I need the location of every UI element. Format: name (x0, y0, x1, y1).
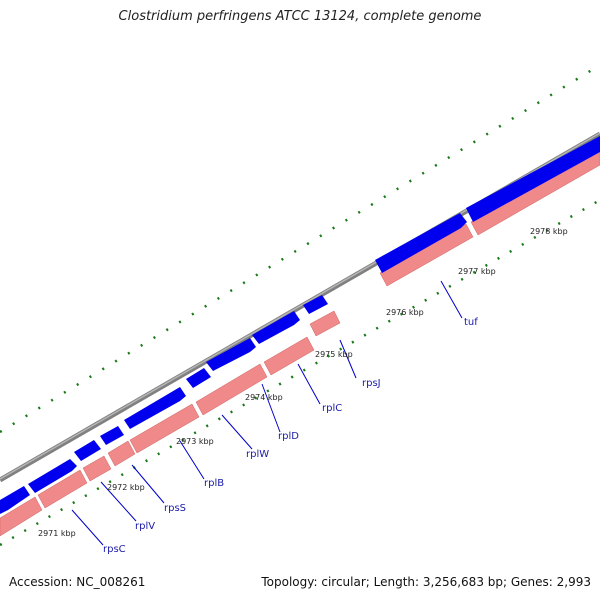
gene-leader-lines (71, 280, 463, 546)
gene-label-rplD: rplD (278, 431, 299, 442)
gene-arrow (100, 426, 124, 445)
leader-line (71, 509, 104, 546)
pink-segment (107, 440, 136, 467)
gene-arrow (74, 440, 101, 461)
gene-label-rplV: rplV (135, 521, 155, 532)
pink-segment (0, 496, 43, 537)
pink-track (0, 147, 600, 537)
pink-segment (195, 363, 268, 416)
leader-line (100, 481, 137, 522)
pink-segment (263, 336, 315, 376)
gene-label-tuf: tuf (464, 317, 478, 328)
gene-arrow (206, 338, 256, 371)
leader-line (297, 363, 321, 405)
gene-arrow (466, 136, 600, 222)
gene-label-rpsC: rpsC (103, 544, 126, 555)
gene-arrow (375, 213, 467, 273)
accession-text: Accession: NC_008261 (9, 575, 146, 589)
kbp-label: 2973 kbp (176, 437, 214, 446)
gene-arrow (186, 368, 211, 388)
kbp-label: 2975 kbp (315, 350, 353, 359)
gene-arrow (252, 311, 300, 344)
gene-label-rpsJ: rpsJ (362, 378, 381, 389)
kbp-labels: 2971 kbp 2972 kbp 2973 kbp 2974 kbp 2975… (38, 227, 568, 538)
gene-label-rplW: rplW (246, 449, 269, 460)
gene-label-rplB: rplB (204, 478, 224, 489)
leader-line (221, 414, 253, 450)
kbp-label: 2976 kbp (386, 308, 424, 317)
leader-line (339, 339, 357, 379)
kbp-label: 2971 kbp (38, 529, 76, 538)
outer-dotted-ring (0, 63, 600, 434)
gene-arrow (28, 459, 77, 493)
leader-line (440, 280, 463, 319)
gene-label-rplC: rplC (322, 403, 342, 414)
leader-line (261, 383, 281, 433)
leader-line (131, 464, 165, 504)
pink-segment (129, 403, 200, 454)
kbp-label: 2978 kbp (530, 227, 568, 236)
pink-segment (37, 469, 88, 509)
kbp-label: 2977 kbp (458, 267, 496, 276)
kbp-label: 2974 kbp (245, 393, 283, 402)
pink-segment (309, 310, 341, 337)
leader-line (179, 440, 205, 480)
inner-tick-ring (0, 198, 600, 547)
genome-summary-text: Topology: circular; Length: 3,256,683 bp… (261, 575, 591, 589)
map-title: Clostridium perfringens ATCC 13124, comp… (118, 9, 482, 24)
gene-arrow (0, 486, 30, 514)
gene-label-rpsS: rpsS (164, 503, 186, 514)
gene-labels: rpsC rplV rpsS rplB rplW rplD rplC rpsJ … (103, 317, 478, 555)
gene-arrow (124, 387, 186, 429)
pink-segment (82, 455, 112, 482)
blue-gene-track (0, 136, 600, 514)
kbp-label: 2972 kbp (107, 483, 145, 492)
gene-arrow (303, 295, 328, 314)
